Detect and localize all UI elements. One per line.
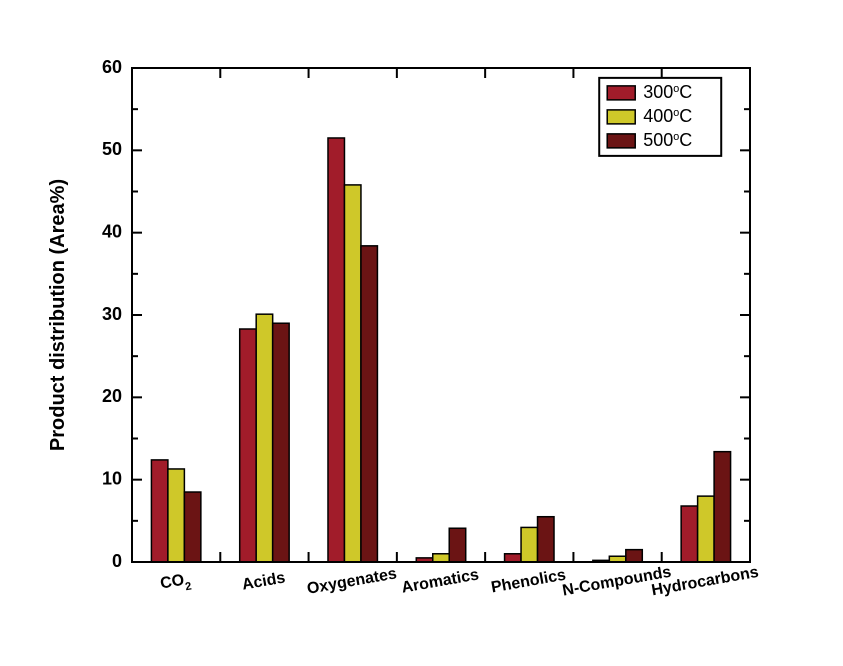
svg-text:Product distribution (Area%): Product distribution (Area%) <box>47 179 69 451</box>
y-tick-label: 10 <box>102 468 122 488</box>
bar <box>151 460 167 562</box>
bar <box>240 329 256 562</box>
bar <box>521 527 537 562</box>
bar <box>505 554 521 562</box>
legend-swatch <box>607 86 635 100</box>
bar <box>273 323 289 562</box>
bar <box>328 138 344 562</box>
bar <box>626 550 642 562</box>
bar <box>256 314 272 562</box>
bar <box>168 469 184 562</box>
bar <box>184 492 200 562</box>
y-axis-label: Product distribution (Area%) <box>47 179 69 451</box>
bar <box>449 528 465 562</box>
y-tick-label: 30 <box>102 304 122 324</box>
bar <box>714 452 730 562</box>
y-tick-label: 0 <box>112 551 122 571</box>
bar <box>681 506 697 562</box>
chart-container: 0102030405060CO2AcidsOxygenatesAromatics… <box>0 0 843 666</box>
legend-label: 500oC <box>643 130 692 150</box>
bar <box>361 246 377 562</box>
legend-label: 300oC <box>643 82 692 102</box>
bar <box>538 517 554 562</box>
bar <box>344 185 360 562</box>
y-tick-label: 60 <box>102 57 122 77</box>
legend-label: 400oC <box>643 106 692 126</box>
y-tick-label: 40 <box>102 221 122 241</box>
bar <box>433 554 449 562</box>
bar <box>698 496 714 562</box>
y-tick-label: 50 <box>102 139 122 159</box>
legend-swatch <box>607 110 635 124</box>
y-tick-label: 20 <box>102 386 122 406</box>
legend-swatch <box>607 134 635 148</box>
bar-chart: 0102030405060CO2AcidsOxygenatesAromatics… <box>0 0 843 666</box>
